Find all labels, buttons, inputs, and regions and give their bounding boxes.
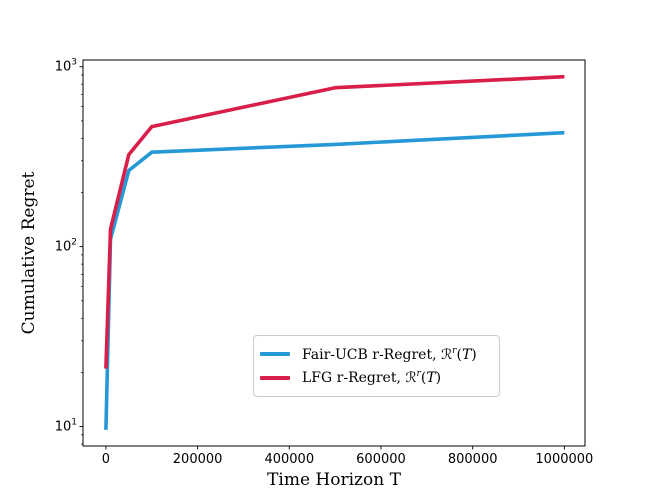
paren: ) — [471, 346, 477, 363]
y-tick-label: 102 — [55, 238, 77, 255]
y-tick-label: 103 — [55, 58, 77, 75]
t-variable: T — [461, 346, 472, 363]
paren: ( — [420, 370, 427, 387]
superscript-r: r — [416, 369, 421, 380]
paren: ) — [435, 370, 442, 387]
x-axis-label: Time Horizon T — [267, 470, 401, 490]
legend-label-lfg: LFG r-Regret, ℛr(T) — [302, 369, 441, 386]
x-tick-label: 1000000 — [535, 452, 593, 467]
legend-label-text: LFG r-Regret, — [302, 370, 406, 387]
x-tick-label: 800000 — [448, 452, 498, 467]
legend-label-text: Fair-UCB r-Regret, — [302, 346, 441, 363]
legend-entry-lfg: LFG r-Regret, ℛr(T) — [260, 369, 491, 386]
legend-line-swatch-lfg — [260, 375, 290, 380]
legend-line-swatch-fair-ucb — [260, 352, 290, 357]
paren: ( — [456, 346, 462, 363]
superscript-r: r — [452, 345, 457, 356]
t-variable: T — [426, 370, 436, 387]
script-r-symbol: ℛ — [405, 370, 417, 387]
plot-border — [82, 59, 586, 447]
x-tick-label: 200000 — [173, 452, 223, 467]
legend: Fair-UCB r-Regret, ℛr(T) LFG r-Regret, ℛ… — [253, 335, 500, 397]
legend-entry-fair-ucb: Fair-UCB r-Regret, ℛr(T) — [260, 346, 491, 363]
x-tick-label: 0 — [102, 452, 110, 467]
x-tick-label: 400000 — [264, 452, 314, 467]
x-tick-label: 600000 — [356, 452, 406, 467]
series-line-lfg — [104, 74, 565, 369]
y-axis-label: Cumulative Regret — [19, 171, 39, 335]
legend-label-fair-ucb: Fair-UCB r-Regret, ℛr(T) — [302, 346, 477, 363]
script-r-symbol: ℛ — [440, 346, 453, 363]
y-tick-label: 101 — [55, 418, 77, 435]
